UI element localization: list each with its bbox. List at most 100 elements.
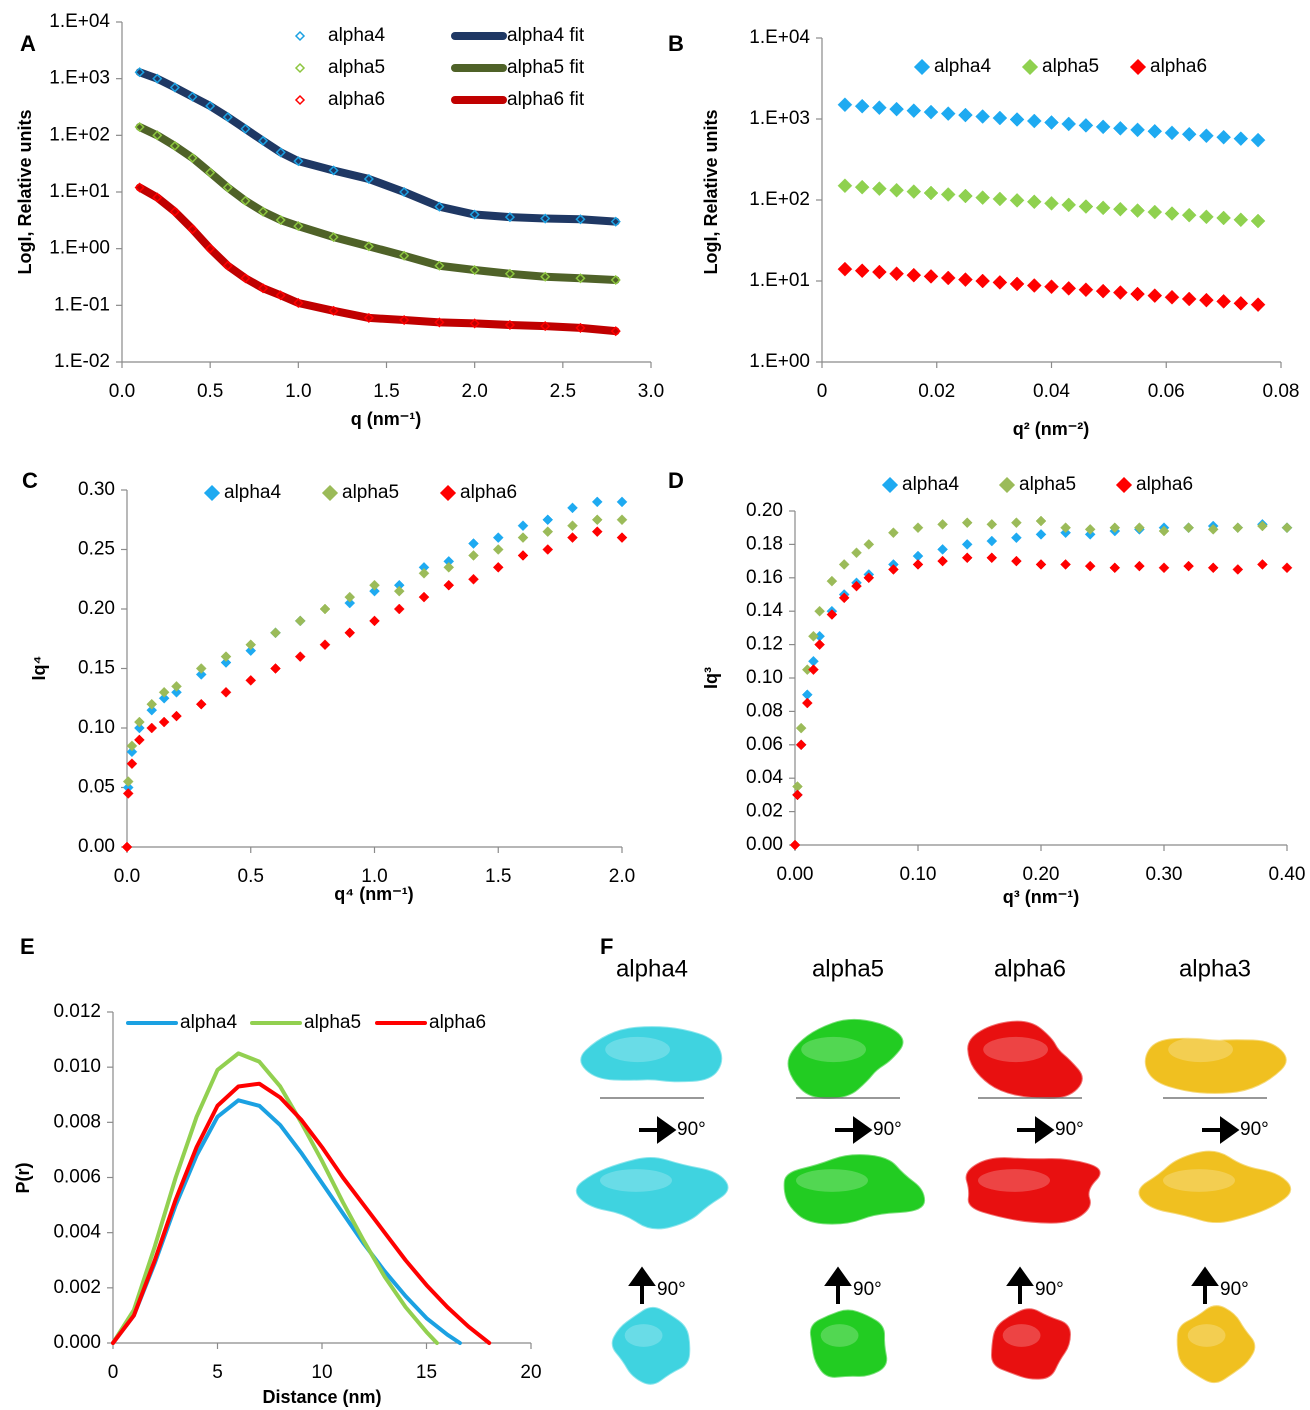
data-point [913,559,923,569]
y-tick-label: 1.E+01 [49,181,110,202]
data-point [1182,292,1196,306]
legend-label: alpha6 [429,1012,486,1033]
x-axis-title: q (nm⁻¹) [351,409,421,429]
data-point [838,179,852,193]
x-tick-label: 0.0 [109,381,135,402]
y-tick-label: 0.04 [746,767,783,788]
data-point [1113,121,1127,135]
data-point [1010,112,1024,126]
legend-swatch [441,486,455,500]
x-tick-label: 0.5 [238,866,264,887]
y-tick-label: 0.006 [53,1167,101,1188]
data-point [221,687,231,697]
rotation-icon [632,1270,652,1304]
model-label: alpha6 [994,955,1066,982]
x-tick-label: 3.0 [638,381,664,402]
data-point [1045,115,1059,129]
legend-label: alpha4 [934,56,991,77]
data-point [1257,559,1267,569]
y-tick-label: 0.010 [53,1056,101,1077]
data-point [1036,516,1046,526]
x-axis-title: q⁴ (nm⁻¹) [334,884,413,904]
legend-swatch [1117,478,1131,492]
data-point [568,533,578,543]
data-point [907,104,921,118]
y-tick-label: 1.E+04 [49,11,110,32]
y-tick-label: 1.E+03 [749,108,810,129]
x-tick-label: 0.06 [1148,381,1185,402]
data-point [134,735,144,745]
data-point [838,262,852,276]
x-tick-label: 20 [520,1362,541,1383]
data-point [1233,564,1243,574]
y-tick-label: 0.15 [78,658,115,679]
x-tick-label: 0.02 [918,381,955,402]
data-point [1251,133,1265,147]
data-point [872,265,886,279]
data-point [1165,126,1179,140]
y-tick-label: 1.E+00 [49,238,110,259]
data-point [1131,287,1145,301]
data-point [1199,210,1213,224]
x-tick-label: 1.0 [285,381,311,402]
data-point [962,553,972,563]
legend-swatch [296,96,304,104]
model-surface [577,1158,728,1228]
model-highlight [1003,1324,1041,1347]
rotation-label: 90° [1220,1279,1249,1300]
data-point [1027,278,1041,292]
data-point [1282,523,1292,533]
data-point [1085,561,1095,571]
data-point [1184,561,1194,571]
data-point [907,185,921,199]
data-point [924,269,938,283]
y-tick-label: 0.008 [53,1111,101,1132]
y-tick-label: 1.E+03 [49,68,110,89]
data-point [159,717,169,727]
data-point [592,527,602,537]
data-point [938,544,948,554]
data-point [993,192,1007,206]
data-point [1148,289,1162,303]
data-point [855,99,869,113]
data-point [568,503,578,513]
x-tick-label: 5 [212,1362,223,1383]
data-point [1159,563,1169,573]
legend-label: alpha4 [902,474,959,495]
data-point [792,790,802,800]
series-line [140,127,616,280]
data-point [134,717,144,727]
legend-label: alpha6 [460,482,517,503]
y-tick-label: 1.E+02 [749,189,810,210]
legend-swatch [323,486,337,500]
data-point [872,101,886,115]
legend-label: alpha5 [342,482,399,503]
legend-swatch [883,478,897,492]
data-point [295,616,305,626]
data-point [345,628,355,638]
data-point [147,723,157,733]
data-point [469,550,479,560]
data-point [827,576,837,586]
data-point [444,580,454,590]
series-line [140,188,616,332]
y-tick-label: 0.30 [78,479,115,500]
model-surface [967,1158,1100,1222]
data-point [958,273,972,287]
data-point [888,528,898,538]
legend-label: alpha4 [328,25,385,46]
data-point [815,640,825,650]
rotation-icon [1017,1120,1051,1140]
y-tick-label: 1.E+00 [749,351,810,372]
data-point [196,699,206,709]
data-point [987,519,997,529]
rotation-label: 90° [1240,1119,1269,1140]
legend-label: alpha4 fit [507,25,585,46]
y-axis-title: Iq³ [701,667,721,689]
data-point [1010,277,1024,291]
x-tick-label: 1.5 [485,866,511,887]
data-point [958,189,972,203]
data-point [796,740,806,750]
data-point [159,687,169,697]
data-point [1165,290,1179,304]
